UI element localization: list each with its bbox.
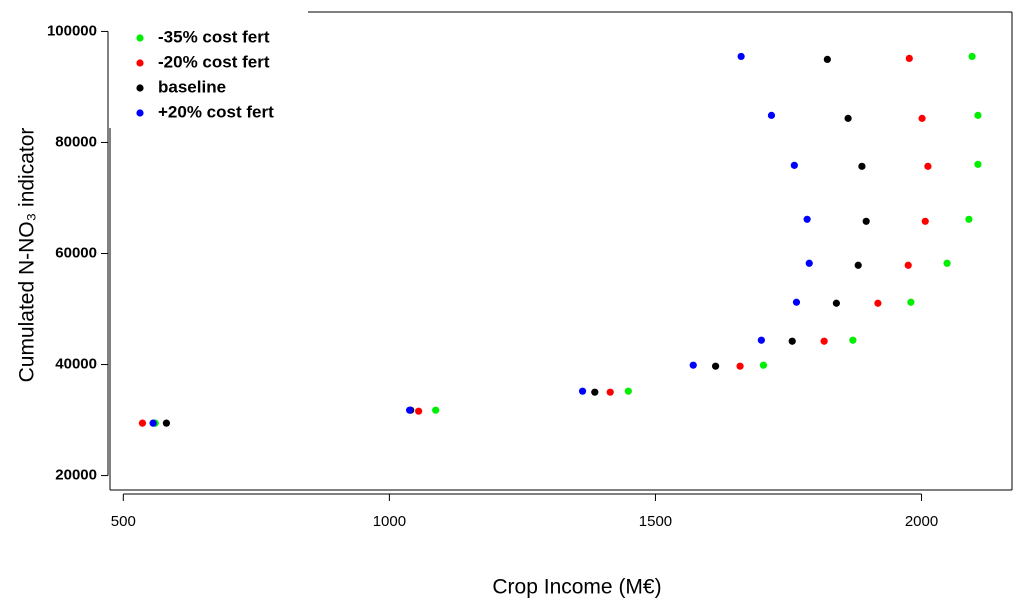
point bbox=[788, 337, 796, 345]
legend-label: +20% cost fert bbox=[158, 102, 274, 121]
point bbox=[918, 114, 926, 122]
x-tick-label: 2000 bbox=[905, 513, 938, 530]
point bbox=[737, 52, 745, 61]
legend-label: -20% cost fert bbox=[158, 52, 270, 71]
y-axis-title: Cumulated N-NO₃ indicator bbox=[16, 128, 39, 383]
legend-marker bbox=[136, 84, 144, 92]
point bbox=[792, 298, 801, 306]
point bbox=[862, 217, 870, 225]
point bbox=[943, 259, 951, 267]
y-tick-label: 100000 bbox=[47, 22, 97, 39]
legend-background bbox=[100, 0, 308, 128]
point bbox=[624, 387, 632, 395]
point bbox=[606, 388, 614, 396]
point bbox=[757, 336, 765, 344]
point bbox=[803, 215, 811, 223]
point bbox=[149, 419, 157, 427]
point bbox=[820, 337, 828, 345]
point bbox=[759, 361, 768, 369]
point bbox=[974, 111, 982, 119]
x-axis-title: Crop Income (M€) bbox=[492, 576, 661, 599]
point bbox=[790, 161, 798, 169]
point bbox=[689, 361, 697, 369]
point bbox=[415, 407, 423, 415]
point bbox=[767, 111, 776, 119]
point bbox=[432, 406, 440, 414]
legend-marker bbox=[136, 34, 144, 42]
x-tick-label: 1000 bbox=[373, 513, 406, 530]
point bbox=[138, 419, 147, 427]
point bbox=[823, 55, 831, 64]
point bbox=[844, 114, 852, 122]
point bbox=[736, 362, 744, 370]
point bbox=[591, 388, 599, 396]
y-tick-label: 80000 bbox=[55, 133, 97, 150]
point bbox=[832, 299, 840, 307]
point bbox=[924, 162, 932, 170]
legend-marker bbox=[136, 59, 144, 67]
point bbox=[805, 259, 813, 267]
point bbox=[849, 336, 857, 344]
x-tick-label: 500 bbox=[111, 513, 136, 530]
y-tick-label: 60000 bbox=[55, 244, 97, 261]
y-tick-label: 20000 bbox=[55, 467, 97, 484]
point bbox=[904, 261, 912, 269]
point bbox=[921, 217, 929, 225]
point bbox=[907, 298, 915, 306]
point bbox=[578, 387, 587, 395]
point bbox=[711, 362, 720, 370]
point bbox=[965, 215, 973, 223]
point bbox=[905, 54, 913, 63]
point bbox=[162, 419, 171, 427]
point bbox=[406, 406, 414, 414]
x-tick-label: 1500 bbox=[639, 513, 672, 530]
point bbox=[974, 160, 982, 168]
y-tick-label: 40000 bbox=[55, 356, 97, 373]
point bbox=[874, 299, 882, 307]
legend-label: baseline bbox=[158, 77, 226, 96]
point bbox=[968, 52, 976, 61]
point bbox=[854, 261, 862, 269]
legend-label: -35% cost fert bbox=[158, 27, 270, 46]
point bbox=[858, 162, 866, 170]
legend-marker bbox=[136, 109, 144, 117]
